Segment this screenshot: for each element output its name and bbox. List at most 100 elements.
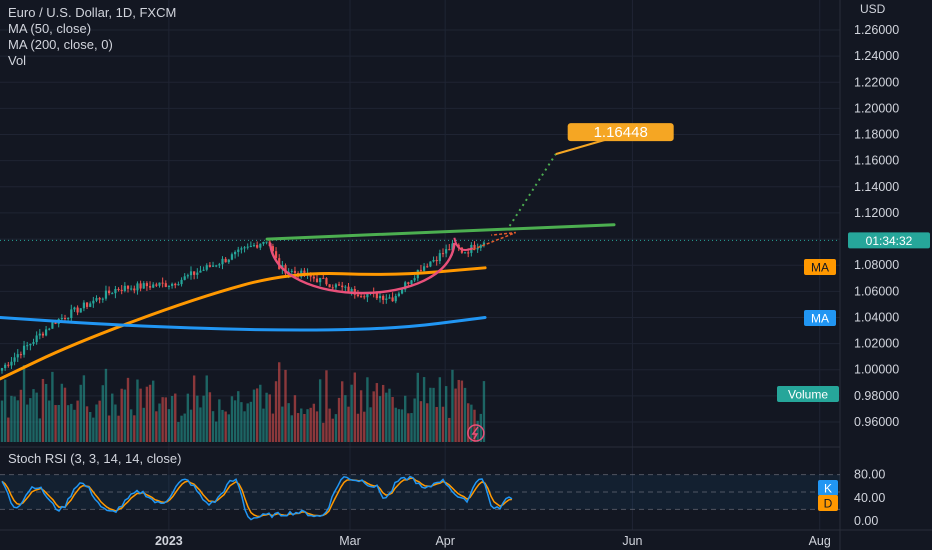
time-axis[interactable]: 2023 Mar Apr Jun Aug bbox=[155, 534, 831, 548]
candle-body bbox=[38, 333, 41, 336]
candle-body bbox=[385, 298, 388, 300]
price-tick-label: 0.96000 bbox=[854, 415, 899, 429]
volume-bar bbox=[10, 395, 13, 442]
candle-body bbox=[476, 247, 479, 250]
volume-tag-box bbox=[777, 386, 839, 402]
countdown-tag-box bbox=[848, 232, 930, 249]
volume-bar bbox=[73, 409, 76, 442]
candle-body bbox=[293, 270, 297, 274]
candle-body bbox=[391, 297, 394, 302]
volume-bar bbox=[259, 384, 262, 442]
volume-bar bbox=[101, 385, 104, 442]
volume-bar bbox=[470, 404, 473, 442]
candle-body bbox=[108, 290, 111, 294]
candle-body bbox=[479, 245, 482, 248]
volume-bar bbox=[38, 418, 41, 442]
volume-bar bbox=[255, 388, 259, 442]
volume-bar bbox=[347, 406, 350, 442]
candle-body bbox=[325, 278, 328, 285]
volume-bar bbox=[438, 377, 442, 442]
volume-bar bbox=[167, 409, 171, 442]
candle-body bbox=[438, 253, 441, 262]
candle-body bbox=[473, 244, 476, 250]
candle-body bbox=[158, 282, 161, 286]
price-tick-label: 1.02000 bbox=[854, 337, 899, 351]
time-tick-label: 2023 bbox=[155, 534, 183, 548]
price-tick-label: 1.14000 bbox=[854, 180, 899, 194]
volume-bar bbox=[3, 379, 7, 442]
volume-bar bbox=[199, 407, 202, 442]
candle-body bbox=[186, 275, 189, 277]
volume-bar bbox=[328, 408, 331, 442]
volume-bar bbox=[189, 409, 193, 442]
candle-body bbox=[467, 252, 470, 254]
volume-bar bbox=[208, 392, 212, 442]
volume-bar bbox=[293, 395, 297, 442]
volume-bar bbox=[48, 400, 51, 442]
volume-bar bbox=[32, 389, 35, 442]
volume-bar bbox=[41, 378, 45, 442]
volume-bar bbox=[120, 388, 123, 442]
price-tick-label: 0.98000 bbox=[854, 389, 899, 403]
volume-bar bbox=[95, 404, 98, 442]
volume-bar bbox=[123, 389, 127, 442]
candle-body bbox=[262, 241, 265, 244]
volume-bar bbox=[331, 418, 334, 442]
volume-bar bbox=[111, 393, 114, 442]
volume-bar bbox=[268, 394, 271, 442]
candle-body bbox=[13, 357, 16, 362]
rsi-tick-label: 0.00 bbox=[854, 514, 878, 528]
candle-body bbox=[328, 284, 331, 288]
volume-bar bbox=[375, 383, 379, 442]
candle-body bbox=[148, 286, 152, 288]
candle-body bbox=[139, 283, 142, 289]
volume-bar bbox=[476, 420, 479, 442]
time-tick-label: Aug bbox=[809, 534, 831, 548]
volume-bar bbox=[224, 411, 227, 442]
candle-body bbox=[407, 282, 410, 284]
candle-body bbox=[274, 251, 278, 259]
volume-bar bbox=[237, 391, 240, 442]
candle-body bbox=[41, 333, 45, 336]
candle-body bbox=[413, 278, 416, 281]
volume-bar bbox=[233, 400, 237, 442]
volume-bar bbox=[82, 375, 86, 442]
volume-bar bbox=[312, 403, 316, 442]
candle-body bbox=[227, 259, 230, 263]
price-axis[interactable]: USD 1.26000 1.24000 1.22000 1.20000 1.18000 1.… bbox=[854, 2, 899, 528]
candle-body bbox=[164, 283, 167, 287]
d-tag-box bbox=[818, 495, 838, 511]
candle-body bbox=[152, 284, 155, 288]
candle-body bbox=[344, 286, 347, 288]
lightning-icon bbox=[467, 424, 485, 442]
volume-bar bbox=[0, 400, 4, 442]
volume-bar bbox=[19, 389, 23, 442]
volume-bar bbox=[303, 413, 306, 442]
candle-body bbox=[126, 285, 130, 289]
volume-bar bbox=[107, 415, 111, 442]
volume-bar bbox=[145, 386, 149, 442]
candle-body bbox=[136, 283, 139, 291]
candle-body bbox=[92, 300, 95, 304]
volume-bar bbox=[410, 413, 413, 442]
volume-bar bbox=[454, 388, 457, 442]
handle-pattern bbox=[453, 237, 474, 252]
target-leader bbox=[555, 138, 608, 156]
candle-body bbox=[98, 298, 101, 300]
candle-body bbox=[252, 245, 256, 247]
candle-body bbox=[366, 293, 369, 298]
candle-body bbox=[183, 276, 186, 280]
volume-bar bbox=[221, 409, 224, 442]
target-label-text: 1.16448 bbox=[594, 124, 648, 141]
volume-bar bbox=[407, 413, 410, 442]
volume-bar bbox=[290, 415, 293, 442]
volume-bar bbox=[325, 370, 328, 442]
volume-bar bbox=[252, 389, 256, 442]
volume-bar bbox=[142, 407, 145, 442]
volume-bar bbox=[429, 387, 432, 442]
volume-bar bbox=[262, 408, 265, 442]
volume-bar bbox=[170, 395, 174, 442]
volume-bar bbox=[300, 408, 303, 442]
